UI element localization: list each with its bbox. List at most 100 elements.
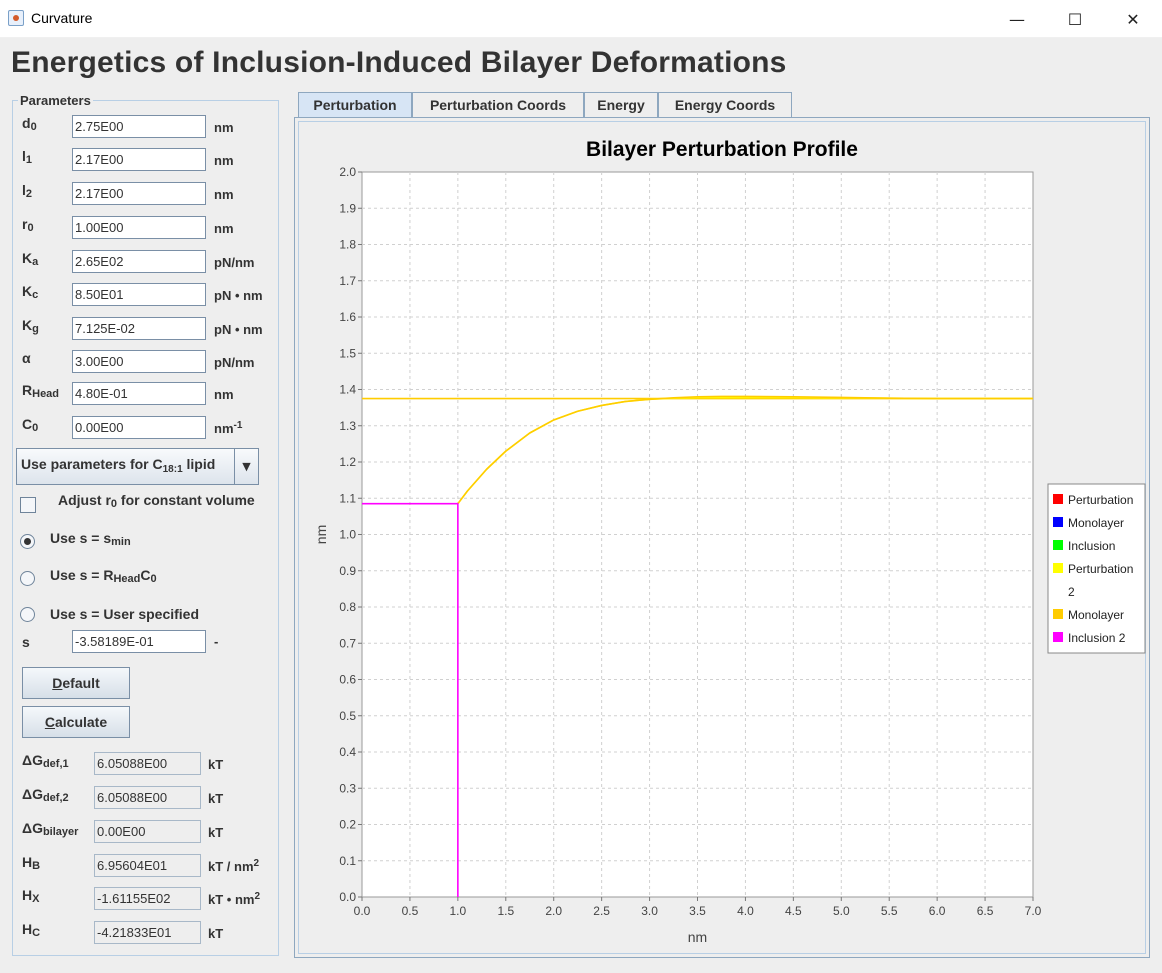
y-tick-label: 0.1 [339, 854, 356, 868]
radio-s-user[interactable] [20, 607, 35, 622]
y-axis-label: nm [313, 525, 329, 544]
y-tick-label: 1.4 [339, 383, 356, 397]
param-field-1[interactable]: 2.17E00 [72, 148, 206, 171]
result-label-4: HX [22, 887, 40, 905]
param-field-2[interactable]: 2.17E00 [72, 182, 206, 205]
s-label: s [22, 634, 30, 650]
y-tick-label: 0.7 [339, 636, 356, 650]
legend-swatch-0 [1053, 494, 1063, 504]
param-field-3[interactable]: 1.00E00 [72, 216, 206, 239]
window-title: Curvature [31, 10, 93, 26]
x-tick-label: 1.5 [497, 904, 514, 918]
maximize-button[interactable]: ☐ [1067, 9, 1083, 29]
param-field-0[interactable]: 2.75E00 [72, 115, 206, 138]
y-tick-label: 0.2 [339, 818, 356, 832]
param-label-1: l1 [22, 148, 33, 166]
result-unit-1: kT [208, 791, 224, 806]
y-tick-label: 0.6 [339, 673, 356, 687]
x-tick-label: 6.5 [977, 904, 994, 918]
radio-s-rhead-c0[interactable] [20, 571, 35, 586]
result-unit-4: kT • nm2 [208, 891, 261, 907]
param-label-7: α [22, 350, 31, 366]
param-unit-8: nm [214, 387, 234, 402]
s-value-field[interactable]: -3.58189E-01 [72, 630, 206, 653]
x-tick-label: 2.0 [545, 904, 562, 918]
minimize-button[interactable]: — [1009, 9, 1025, 29]
x-tick-label: 5.0 [833, 904, 850, 918]
y-tick-label: 0.4 [339, 745, 356, 759]
tab-energy[interactable]: Energy [584, 92, 658, 117]
x-tick-label: 7.0 [1025, 904, 1042, 918]
result-field-2: 0.00E00 [94, 820, 201, 843]
result-field-0: 6.05088E00 [94, 752, 201, 775]
y-tick-label: 1.0 [339, 528, 356, 542]
legend-swatch-5 [1053, 632, 1063, 642]
result-unit-0: kT [208, 757, 224, 772]
lipid-preset-combo[interactable]: Use parameters for C18:1 lipid ▼ [16, 448, 259, 485]
y-tick-label: 0.9 [339, 564, 356, 578]
result-label-2: ΔGbilayer [22, 820, 79, 838]
result-field-3: 6.95604E01 [94, 854, 201, 877]
param-unit-7: pN/nm [214, 355, 255, 370]
param-unit-4: pN/nm [214, 255, 255, 270]
tab-perturbation[interactable]: Perturbation [298, 92, 412, 117]
parameters-legend: Parameters [18, 93, 93, 108]
perturbation-chart: Bilayer Perturbation Profile 0.0 0.5 1.0 1.… [313, 138, 1146, 945]
legend-label-1: Monolayer [1068, 516, 1124, 530]
legend-label-3: Perturbation [1068, 562, 1133, 576]
y-tick-label: 1.8 [339, 238, 356, 252]
x-tick-label: 4.0 [737, 904, 754, 918]
param-field-8[interactable]: 4.80E-01 [72, 382, 206, 405]
legend-label-3-cont: 2 [1068, 585, 1075, 599]
x-tick-label: 4.5 [785, 904, 802, 918]
legend-label-4: Monolayer [1068, 608, 1124, 622]
param-unit-6: pN • nm [214, 322, 263, 337]
chevron-down-icon[interactable]: ▼ [234, 449, 258, 484]
param-field-4[interactable]: 2.65E02 [72, 250, 206, 273]
param-field-9[interactable]: 0.00E00 [72, 416, 206, 439]
result-unit-2: kT [208, 825, 224, 840]
chart-title: Bilayer Perturbation Profile [586, 138, 858, 161]
radio-s-min-label: Use s = smin [50, 530, 131, 548]
parameters-panel: Parameters [12, 93, 279, 956]
param-label-0: d0 [22, 115, 37, 133]
tab-perturbation-coords[interactable]: Perturbation Coords [412, 92, 584, 117]
x-tick-label: 3.0 [641, 904, 658, 918]
y-tick-label: 1.1 [339, 491, 356, 505]
param-unit-3: nm [214, 221, 234, 236]
param-field-7[interactable]: 3.00E00 [72, 350, 206, 373]
param-label-4: Ka [22, 250, 39, 268]
result-label-0: ΔGdef,1 [22, 752, 69, 770]
param-unit-5: pN • nm [214, 288, 263, 303]
legend-swatch-1 [1053, 517, 1063, 527]
param-label-5: Kc [22, 283, 39, 301]
y-tick-label: 0.3 [339, 781, 356, 795]
adjust-r0-checkbox[interactable] [20, 497, 36, 513]
legend-label-5: Inclusion 2 [1068, 631, 1126, 645]
legend-label-2: Inclusion [1068, 539, 1115, 553]
y-tick-label: 1.3 [339, 419, 356, 433]
close-button[interactable]: ✕ [1126, 9, 1140, 29]
radio-s-rhead-c0-label: Use s = RHeadC0 [50, 567, 157, 585]
y-tick-label: 1.6 [339, 310, 356, 324]
param-field-5[interactable]: 8.50E01 [72, 283, 206, 306]
param-label-2: l2 [22, 182, 33, 200]
radio-s-min[interactable] [20, 534, 35, 549]
y-tick-label: 1.2 [339, 455, 356, 469]
legend-label-0: Perturbation [1068, 493, 1133, 507]
x-tick-label: 2.5 [593, 904, 610, 918]
param-field-6[interactable]: 7.125E-02 [72, 317, 206, 340]
legend-swatch-3 [1053, 563, 1063, 573]
param-unit-9: nm-1 [214, 420, 243, 436]
s-unit: - [214, 634, 219, 649]
legend-swatch-4 [1053, 609, 1063, 619]
result-unit-3: kT / nm2 [208, 858, 260, 874]
param-label-8: RHead [22, 382, 60, 400]
param-label-9: C0 [22, 416, 39, 434]
y-tick-label: 1.7 [339, 274, 356, 288]
chart-panel: Bilayer Perturbation Profile 0.0 0.5 1.0 1.… [298, 121, 1146, 954]
radio-s-user-label: Use s = User specified [50, 606, 200, 622]
tab-energy-coords[interactable]: Energy Coords [658, 92, 792, 117]
